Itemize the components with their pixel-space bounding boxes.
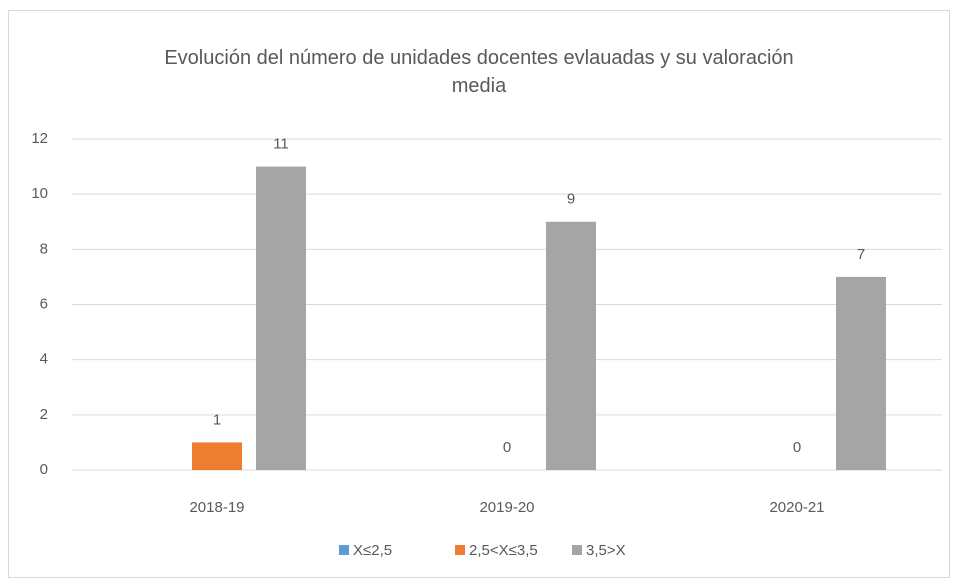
x-tick-label: 2020-21 xyxy=(769,499,824,516)
chart-border xyxy=(8,10,950,578)
value-label: 11 xyxy=(273,136,289,153)
legend-swatch xyxy=(572,545,582,555)
y-tick-label: 2 xyxy=(40,406,48,423)
x-tick-label: 2018-19 xyxy=(189,499,244,516)
bar xyxy=(546,221,596,470)
y-tick-label: 10 xyxy=(31,185,48,202)
legend-label: 2,5<X≤3,5 xyxy=(469,542,538,559)
x-tick-label: 2019-20 xyxy=(479,499,534,516)
bar xyxy=(256,166,306,471)
value-label: 1 xyxy=(213,411,221,428)
legend-swatch xyxy=(339,545,349,555)
y-tick-label: 0 xyxy=(40,461,48,478)
value-label: 9 xyxy=(567,191,575,208)
y-tick-label: 8 xyxy=(40,240,48,257)
bar xyxy=(836,276,886,470)
value-label: 7 xyxy=(857,246,865,263)
value-label: 0 xyxy=(503,439,511,456)
y-tick-label: 12 xyxy=(31,130,48,147)
legend-label: X≤2,5 xyxy=(353,542,392,559)
legend-swatch xyxy=(455,545,465,555)
y-tick-label: 4 xyxy=(40,351,48,368)
y-tick-label: 6 xyxy=(40,295,48,312)
chart-title: Evolución del número de unidades docente… xyxy=(164,47,794,97)
bar xyxy=(192,442,242,470)
value-label: 0 xyxy=(793,439,801,456)
legend-label: 3,5>X xyxy=(586,542,626,559)
